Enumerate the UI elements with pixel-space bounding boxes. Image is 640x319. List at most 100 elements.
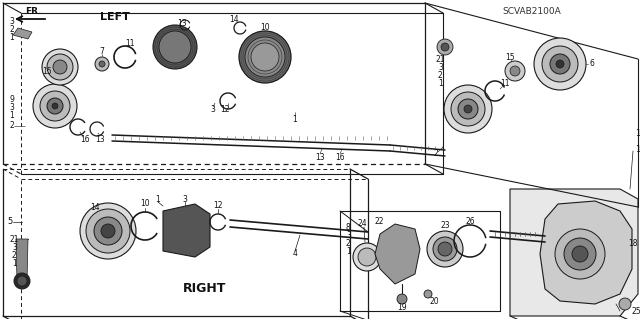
Text: 2: 2 [9, 25, 13, 33]
Text: 3: 3 [9, 17, 14, 26]
Text: 2: 2 [434, 150, 439, 159]
Text: 25: 25 [632, 307, 640, 315]
Text: LEFT: LEFT [100, 12, 130, 22]
Circle shape [441, 43, 449, 51]
Text: FR.: FR. [25, 6, 41, 16]
Polygon shape [16, 239, 28, 281]
Circle shape [534, 38, 586, 90]
Polygon shape [375, 224, 420, 284]
Text: 19: 19 [397, 302, 407, 311]
Text: 11: 11 [125, 40, 135, 48]
Circle shape [353, 243, 381, 271]
Circle shape [33, 84, 77, 128]
Text: 16: 16 [80, 135, 90, 144]
Text: 1: 1 [12, 259, 17, 269]
Circle shape [42, 49, 78, 85]
Text: 3: 3 [438, 63, 443, 71]
Circle shape [159, 31, 191, 63]
Text: 12: 12 [213, 202, 223, 211]
Circle shape [424, 290, 432, 298]
Circle shape [437, 39, 453, 55]
Text: 8: 8 [346, 222, 351, 232]
Circle shape [556, 60, 564, 68]
Circle shape [101, 224, 115, 238]
Text: 21: 21 [436, 55, 445, 63]
Text: 24: 24 [357, 219, 367, 228]
Circle shape [52, 103, 58, 109]
Circle shape [550, 54, 570, 74]
Text: 1: 1 [9, 112, 13, 121]
Circle shape [47, 98, 63, 114]
Circle shape [427, 231, 463, 267]
Text: 4: 4 [292, 249, 298, 258]
Text: 22: 22 [374, 217, 384, 226]
Circle shape [510, 66, 520, 76]
Circle shape [564, 238, 596, 270]
Text: 6: 6 [590, 60, 595, 69]
Text: 3: 3 [182, 195, 188, 204]
Circle shape [438, 242, 452, 256]
Polygon shape [13, 28, 32, 39]
Polygon shape [163, 204, 210, 257]
Circle shape [251, 43, 279, 71]
Polygon shape [510, 189, 638, 316]
Text: 14: 14 [229, 16, 239, 25]
Circle shape [47, 54, 73, 80]
Text: 26: 26 [465, 217, 475, 226]
Text: 17: 17 [635, 130, 640, 138]
Text: 15: 15 [505, 53, 515, 62]
Text: 17: 17 [635, 145, 640, 153]
Text: 1: 1 [346, 247, 351, 256]
Text: 12: 12 [220, 105, 230, 114]
Circle shape [95, 57, 109, 71]
Text: 5: 5 [7, 218, 12, 226]
Circle shape [505, 61, 525, 81]
Text: 18: 18 [628, 240, 637, 249]
Text: 3: 3 [211, 105, 216, 114]
Text: 2: 2 [438, 70, 443, 79]
Text: 16: 16 [335, 152, 345, 161]
Text: 20: 20 [430, 296, 440, 306]
Circle shape [542, 46, 578, 82]
Circle shape [451, 92, 485, 126]
Text: 13: 13 [95, 135, 105, 144]
Circle shape [239, 31, 291, 83]
Text: SCVAB2100A: SCVAB2100A [502, 6, 561, 16]
Text: 2: 2 [346, 239, 351, 248]
Circle shape [444, 85, 492, 133]
Text: 1: 1 [156, 195, 161, 204]
Text: 7: 7 [100, 47, 104, 56]
Text: 21: 21 [10, 235, 19, 244]
Text: 10: 10 [140, 199, 150, 209]
Text: 15: 15 [42, 66, 52, 76]
Polygon shape [540, 201, 632, 304]
Circle shape [94, 217, 122, 245]
Circle shape [358, 248, 376, 266]
Text: 2: 2 [12, 251, 17, 261]
Circle shape [464, 105, 472, 113]
Circle shape [555, 229, 605, 279]
Text: 3: 3 [346, 231, 351, 240]
Text: 14: 14 [90, 203, 100, 211]
Text: 13: 13 [315, 152, 325, 161]
Circle shape [86, 209, 130, 253]
Text: 11: 11 [500, 79, 509, 88]
Circle shape [245, 37, 285, 77]
Circle shape [14, 273, 30, 289]
Circle shape [40, 91, 70, 121]
Text: 1: 1 [438, 78, 443, 87]
Circle shape [153, 25, 197, 69]
Text: 3: 3 [9, 103, 14, 113]
Circle shape [433, 237, 457, 261]
Circle shape [17, 276, 27, 286]
Text: 23: 23 [440, 220, 450, 229]
Text: 10: 10 [260, 23, 270, 32]
Circle shape [572, 246, 588, 262]
Text: 2: 2 [9, 122, 13, 130]
Circle shape [80, 203, 136, 259]
Circle shape [458, 99, 478, 119]
Text: 1: 1 [292, 115, 298, 123]
Text: 1: 1 [9, 33, 13, 41]
Text: 13: 13 [177, 19, 187, 27]
Text: RIGHT: RIGHT [183, 283, 227, 295]
